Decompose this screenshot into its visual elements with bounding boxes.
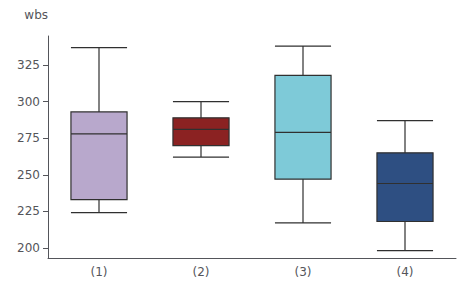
svg-text:325: 325 [17, 58, 40, 72]
svg-text:275: 275 [17, 131, 40, 145]
svg-text:(4): (4) [397, 265, 414, 279]
svg-text:(2): (2) [193, 265, 210, 279]
svg-text:250: 250 [17, 168, 40, 182]
svg-text:(3): (3) [295, 265, 312, 279]
svg-text:300: 300 [17, 95, 40, 109]
svg-text:225: 225 [17, 204, 40, 218]
svg-text:(1): (1) [91, 265, 108, 279]
svg-text:200: 200 [17, 241, 40, 255]
svg-text:wbs: wbs [24, 8, 48, 22]
